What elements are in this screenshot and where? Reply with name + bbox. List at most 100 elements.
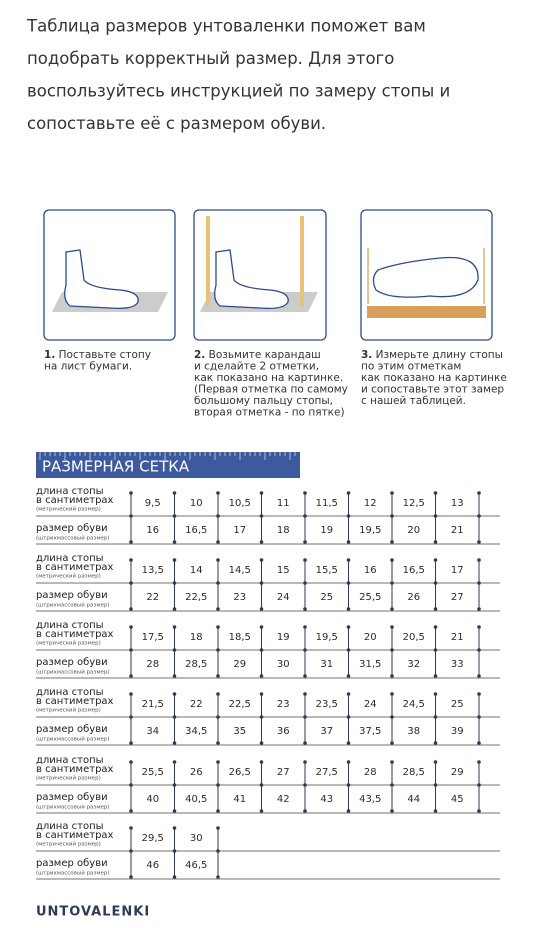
shoe-size: 16,5: [185, 525, 207, 536]
divider-dot: [216, 760, 220, 764]
row-note: (метрический размер): [36, 640, 101, 647]
foot: [214, 249, 289, 310]
illustration-box: [360, 209, 493, 341]
divider-dot: [216, 607, 220, 611]
divider-dot: [346, 741, 351, 745]
divider-dot: [172, 558, 177, 562]
divider-dot: [216, 692, 220, 696]
foot-size: 24: [364, 699, 377, 710]
foot: [64, 249, 139, 310]
intro-line: воспользуйтесь инструкцией по замеру сто…: [27, 82, 450, 101]
divider-dot: [172, 783, 177, 787]
divider-dot: [303, 648, 307, 652]
shoe-size: 34: [146, 726, 159, 737]
foot-size: 12: [364, 498, 377, 509]
divider-dot: [172, 674, 177, 678]
row-label: размер обуви: [36, 590, 108, 601]
divider-dot: [259, 809, 264, 813]
foot-size: 10,5: [229, 498, 251, 509]
shoe-size: 45: [451, 794, 464, 805]
shoe-size: 26: [407, 592, 420, 603]
shoe-size: 44: [407, 794, 420, 805]
shoe-size: 22,5: [185, 592, 207, 603]
step-line: как показано на картинке.: [194, 372, 343, 384]
divider-dot: [259, 491, 264, 495]
divider-dot: [216, 674, 220, 678]
divider-dot: [390, 491, 394, 495]
divider-dot: [390, 809, 394, 813]
foot-size: 9,5: [145, 498, 161, 509]
foot-size: 14,5: [229, 565, 251, 576]
divider-dot: [172, 607, 177, 611]
shoe-size: 19: [320, 525, 333, 536]
row-label: в сантиметрах: [36, 764, 114, 775]
divider-dot: [259, 715, 264, 719]
footprint: [372, 256, 479, 298]
step-line: 3. Измерьте длину стопы: [361, 349, 503, 361]
table-header: [36, 452, 300, 478]
foot-size: 29: [451, 767, 464, 778]
divider-dot: [259, 625, 264, 629]
row-label: размер обуви: [36, 792, 108, 803]
divider-dot: [346, 715, 351, 719]
divider-dot: [216, 581, 220, 585]
step-line: большому пальцу стопы,: [194, 395, 333, 407]
divider-dot: [172, 741, 177, 745]
row-label: длина стопы: [36, 486, 104, 497]
divider-dot: [129, 826, 133, 830]
shoe-size: 43,5: [359, 794, 381, 805]
divider-dot: [303, 581, 307, 585]
row-label: в сантиметрах: [36, 562, 114, 573]
foot-size: 10: [190, 498, 203, 509]
divider-dot: [129, 692, 133, 696]
shoe-size: 29: [233, 659, 246, 670]
foot-size: 19: [277, 632, 290, 643]
shoe-size: 28,5: [185, 659, 207, 670]
divider-dot: [346, 514, 351, 518]
step-text: (Первая отметка по самому: [194, 384, 348, 396]
divider-dot: [477, 558, 481, 562]
divider-dot: [390, 783, 394, 787]
foot-size: 20,5: [403, 632, 425, 643]
shoe-size: 17: [233, 525, 246, 536]
foot-size: 21,5: [142, 699, 164, 710]
divider-dot: [390, 648, 394, 652]
divider-dot: [216, 540, 220, 544]
divider-dot: [172, 540, 177, 544]
divider-dot: [477, 741, 481, 745]
row-note: (метрический размер): [36, 775, 101, 782]
table-title: РАЗМЕРНАЯ СЕТКА: [42, 458, 190, 476]
divider-dot: [303, 715, 307, 719]
row-note: (штрихмассовый размер): [36, 870, 110, 877]
divider-dot: [477, 514, 481, 518]
divider-dot: [346, 558, 351, 562]
divider-dot: [216, 783, 220, 787]
divider-dot: [259, 607, 264, 611]
row-note: (штрихмассовый размер): [36, 669, 110, 676]
divider-dot: [346, 491, 351, 495]
divider-dot: [303, 607, 307, 611]
foot-size: 24,5: [403, 699, 425, 710]
shoe-size: 25,5: [359, 592, 381, 603]
divider-dot: [433, 692, 438, 696]
foot-size: 11: [277, 498, 290, 509]
pencil: [206, 216, 210, 306]
divider-dot: [216, 849, 220, 853]
divider-dot: [303, 625, 307, 629]
step-number: 1.: [44, 349, 55, 361]
divider-dot: [172, 715, 177, 719]
foot-size: 18,5: [229, 632, 251, 643]
divider-dot: [390, 607, 394, 611]
step-text: по этим отметкам: [361, 361, 461, 373]
shoe-size: 40,5: [185, 794, 207, 805]
divider-dot: [259, 760, 264, 764]
shoe-size: 31,5: [359, 659, 381, 670]
shoe-size: 40: [146, 794, 159, 805]
divider-dot: [259, 741, 264, 745]
divider-dot: [303, 783, 307, 787]
illustrations: [43, 209, 493, 341]
divider-dot: [172, 849, 177, 853]
divider-dot: [303, 540, 307, 544]
step-line: 1. Поставьте стопу: [44, 349, 151, 361]
shoe-size: 46: [146, 860, 159, 871]
